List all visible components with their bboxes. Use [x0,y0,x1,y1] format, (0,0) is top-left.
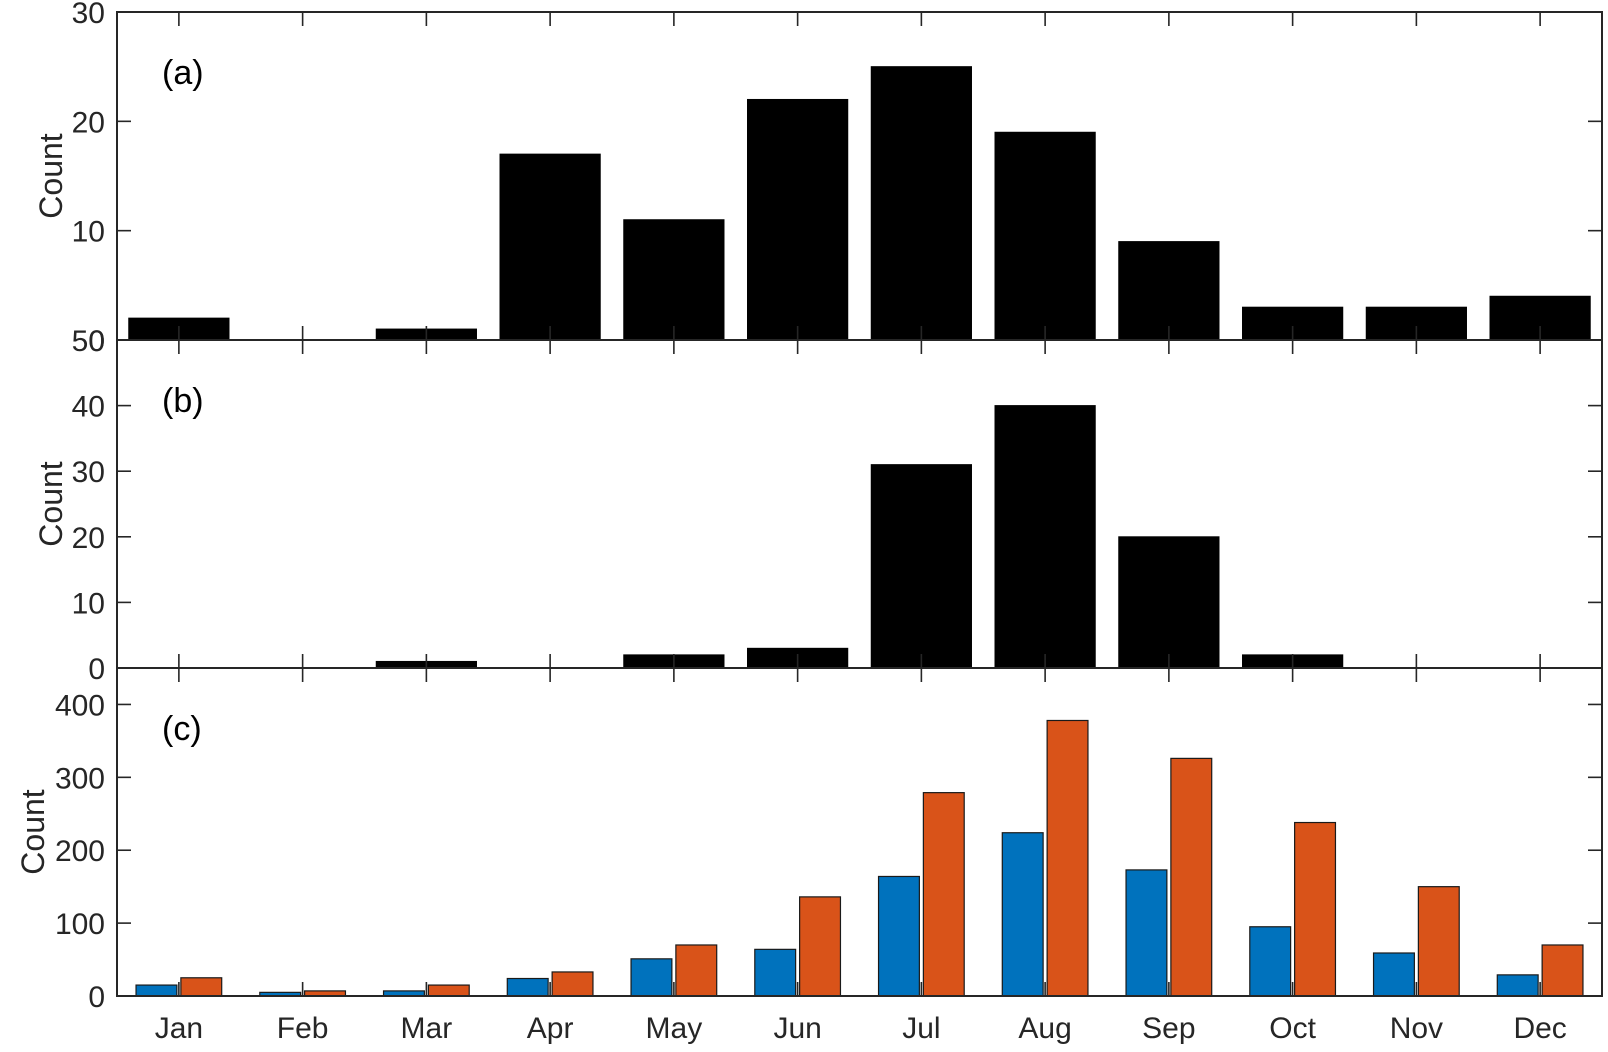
y-tick-label: 0 [88,325,105,358]
y-axis-title: Count [15,789,51,875]
y-tick-label: 100 [55,908,105,941]
bar-series0-apr [506,977,549,997]
x-tick-label-oct: Oct [1269,1012,1316,1045]
x-tick-label-aug: Aug [1018,1012,1071,1045]
bar-apr [499,153,601,341]
x-tick-label-jan: Jan [155,1012,203,1045]
x-tick-label-sep: Sep [1142,1012,1195,1045]
x-tick-label-may: May [646,1012,703,1045]
y-tick-label: 20 [72,522,105,555]
panel-1: 0 10 20 30 40 50 Count (b) [33,325,1603,686]
x-tick-label-jul: Jul [902,1012,940,1045]
y-tick-label: 0 [88,981,105,1014]
bar-series1-jan [180,977,223,997]
bar-series1-apr [551,971,594,997]
bar-series1-jul [922,792,965,997]
bar-series1-mar [427,984,470,997]
axes-box [116,667,1603,997]
y-tick-label: 300 [55,762,105,795]
bar-series0-jul [877,875,920,997]
bar-aug [994,131,1096,341]
x-tick-label-feb: Feb [277,1012,329,1045]
x-tick-label-nov: Nov [1390,1012,1443,1045]
bar-jun [747,98,849,341]
x-tick-label-apr: Apr [527,1012,574,1045]
bar-series1-sep [1170,757,1213,997]
panel-0: 0 10 20 30 Count (a) [33,0,1603,358]
y-tick-label: 10 [72,216,105,249]
axes-box [116,339,1603,669]
y-tick-label: 400 [55,689,105,722]
bar-jul [870,66,972,341]
bar-series0-jun [754,948,797,997]
bar-series0-nov [1372,952,1415,997]
x-tick-label-mar: Mar [401,1012,453,1045]
panel-label: (a) [162,54,204,92]
x-tick-label-dec: Dec [1513,1012,1566,1045]
y-tick-label: 30 [72,0,105,30]
bar-jul [870,464,972,669]
bar-aug [994,405,1096,669]
bar-series1-oct [1294,821,1337,997]
x-tick-label-jun: Jun [773,1012,821,1045]
bar-sep [1118,241,1220,341]
bar-series0-sep [1125,869,1168,997]
panel-label: (c) [162,710,202,748]
y-tick-label: 20 [72,106,105,139]
bar-series0-dec [1496,974,1539,997]
y-axis-title: Count [33,133,69,219]
bar-series1-dec [1541,944,1584,997]
y-tick-label: 0 [88,653,105,686]
bar-series0-may [630,958,673,997]
bar-series0-oct [1249,926,1292,997]
bar-series1-may [675,944,718,997]
bar-series1-nov [1417,886,1460,997]
y-tick-label: 30 [72,456,105,489]
panel-2: 0 100 200 300 400 Count (c) Jan Feb Mar Apr May Jun J… [15,667,1603,1045]
y-tick-label: 200 [55,835,105,868]
axes-box [116,11,1603,341]
bar-may [623,219,725,341]
bar-series0-jan [135,984,178,997]
y-tick-label: 10 [72,587,105,620]
panel-label: (b) [162,382,204,420]
bar-series1-jun [799,896,842,997]
bar-series0-aug [1001,832,1044,997]
y-axis-title: Count [33,461,69,547]
bar-sep [1118,536,1220,669]
y-tick-label: 50 [72,325,105,358]
y-tick-label: 40 [72,391,105,424]
bar-series1-aug [1046,719,1089,997]
